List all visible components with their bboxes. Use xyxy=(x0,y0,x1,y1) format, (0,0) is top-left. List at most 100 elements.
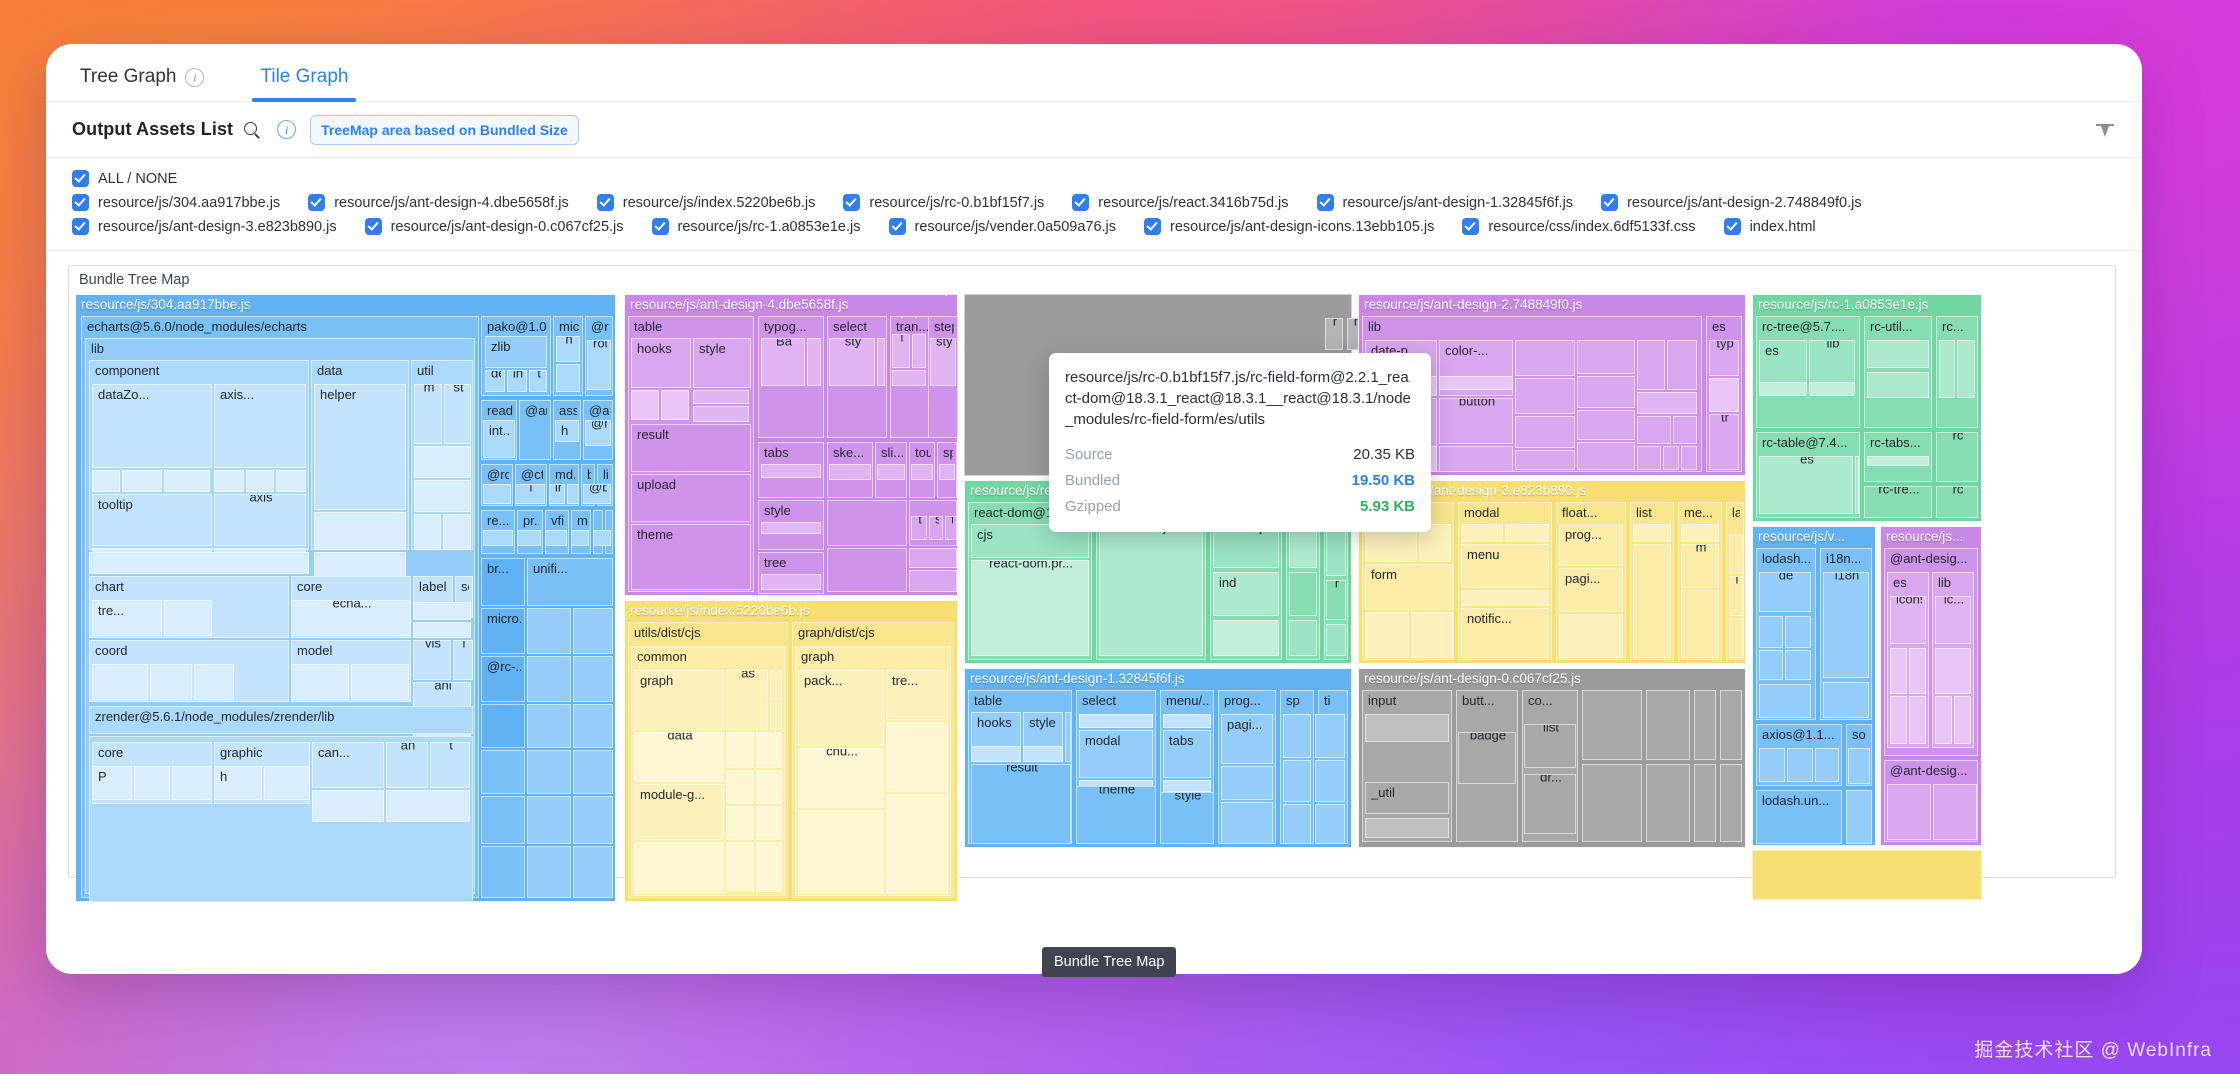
treemap-node[interactable] xyxy=(756,806,782,840)
treemap-node[interactable]: sty xyxy=(930,338,956,386)
treemap-node[interactable]: lodash.un... xyxy=(1756,790,1842,844)
treemap-basis-badge[interactable]: TreeMap area based on Bundled Size xyxy=(310,114,579,145)
checkbox-all-none[interactable]: ALL / NONE xyxy=(72,170,177,187)
treemap-node[interactable] xyxy=(1315,804,1345,844)
treemap-node[interactable] xyxy=(1935,648,1971,694)
treemap-node[interactable] xyxy=(726,770,754,804)
treemap-node[interactable] xyxy=(1681,590,1719,658)
treemap-node[interactable] xyxy=(1809,382,1855,396)
treemap-node[interactable] xyxy=(756,770,782,804)
treemap-node[interactable] xyxy=(1582,690,1642,760)
treemap-node[interactable] xyxy=(1079,714,1153,728)
treemap-node[interactable] xyxy=(1637,446,1661,470)
checkbox-asset[interactable]: resource/js/vender.0a509a76.js xyxy=(888,218,1116,235)
treemap-node[interactable] xyxy=(1720,764,1742,842)
treemap-node[interactable] xyxy=(1752,850,1982,900)
treemap-node[interactable] xyxy=(164,600,212,636)
treemap-node[interactable]: theme xyxy=(1076,786,1156,844)
treemap-node[interactable] xyxy=(481,796,525,844)
treemap-node[interactable] xyxy=(1867,340,1929,368)
treemap-node[interactable] xyxy=(631,390,659,420)
treemap-node[interactable] xyxy=(770,702,782,730)
treemap-node[interactable]: tooltip xyxy=(92,494,212,546)
treemap-node[interactable]: prog... xyxy=(1559,524,1623,566)
treemap-node[interactable] xyxy=(756,842,782,892)
treemap-node[interactable] xyxy=(527,750,571,794)
treemap-node[interactable]: de xyxy=(1759,572,1811,612)
treemap-node[interactable]: chu... xyxy=(798,748,884,808)
treemap-node[interactable] xyxy=(593,530,611,546)
treemap-node[interactable]: def xyxy=(485,370,505,392)
treemap-node[interactable] xyxy=(1221,766,1273,800)
treemap-node[interactable]: graph xyxy=(634,670,724,730)
treemap-node[interactable] xyxy=(634,842,724,894)
treemap-node[interactable]: ind xyxy=(1213,572,1279,616)
treemap-node[interactable] xyxy=(1637,340,1665,390)
treemap-node[interactable]: helper xyxy=(314,384,406,510)
treemap-node[interactable]: echa... xyxy=(291,600,411,636)
treemap-node[interactable] xyxy=(481,750,525,794)
treemap-node[interactable] xyxy=(1759,684,1811,718)
treemap-node[interactable] xyxy=(1909,696,1926,744)
treemap-node[interactable] xyxy=(89,552,309,574)
checkbox-asset[interactable]: resource/js/rc-0.b1bf15f7.js xyxy=(843,194,1044,211)
treemap-node[interactable] xyxy=(351,664,409,700)
treemap-node[interactable]: dr... xyxy=(1524,774,1576,834)
treemap-node[interactable] xyxy=(1867,456,1929,466)
treemap-node[interactable] xyxy=(291,664,349,700)
treemap-node[interactable] xyxy=(915,316,917,318)
treemap-node[interactable] xyxy=(1815,748,1839,782)
treemap-node[interactable] xyxy=(1461,524,1503,542)
treemap-node[interactable] xyxy=(1439,376,1513,390)
treemap-node[interactable] xyxy=(770,670,782,700)
treemap-node[interactable]: result xyxy=(631,424,751,472)
tab-tile-graph[interactable]: Tile Graph xyxy=(252,66,357,102)
treemap-node[interactable] xyxy=(556,364,580,392)
treemap-node[interactable]: menu xyxy=(1461,544,1549,588)
treemap-node[interactable] xyxy=(892,370,926,386)
treemap-node[interactable] xyxy=(571,530,589,546)
treemap-node[interactable] xyxy=(1289,572,1317,616)
treemap-node[interactable] xyxy=(726,732,754,768)
treemap-node[interactable] xyxy=(264,766,310,800)
treemap-node[interactable] xyxy=(414,446,471,478)
treemap-node[interactable]: style xyxy=(1160,792,1214,844)
treemap-node[interactable]: rout... xyxy=(587,340,611,390)
checkbox-box[interactable] xyxy=(1144,218,1162,235)
treemap-node[interactable]: rc-tre... xyxy=(1864,486,1932,518)
treemap-node[interactable]: int... xyxy=(483,420,515,458)
treemap-node[interactable] xyxy=(483,484,511,504)
treemap-node[interactable]: notific... xyxy=(1461,608,1549,658)
treemap-node[interactable]: vis xyxy=(413,640,451,680)
treemap-node[interactable] xyxy=(1365,818,1449,838)
treemap-node[interactable] xyxy=(1846,790,1872,844)
checkbox-box[interactable] xyxy=(308,194,326,211)
treemap-node[interactable]: icons xyxy=(1890,596,1926,644)
treemap-node[interactable] xyxy=(567,484,579,504)
treemap-node[interactable] xyxy=(172,766,212,800)
treemap-node[interactable]: @rc-... xyxy=(585,420,611,446)
treemap-node[interactable]: i18n xyxy=(1823,572,1869,678)
treemap-node[interactable] xyxy=(911,464,933,480)
checkbox-asset[interactable]: resource/js/ant-design-0.c067cf25.js xyxy=(364,218,624,235)
treemap-node[interactable] xyxy=(909,570,957,592)
treemap-node[interactable] xyxy=(92,470,120,492)
treemap-node[interactable]: axis... xyxy=(214,384,306,468)
treemap-node[interactable] xyxy=(1681,524,1719,542)
treemap-node[interactable] xyxy=(246,470,274,492)
treemap-node[interactable] xyxy=(1633,544,1671,658)
treemap-node[interactable] xyxy=(1315,714,1345,758)
treemap-node[interactable] xyxy=(214,470,244,492)
checkbox-asset[interactable]: resource/js/304.aa917bbe.js xyxy=(72,194,280,211)
treemap-node[interactable]: ic... xyxy=(1935,596,1971,644)
treemap-node[interactable] xyxy=(1759,650,1783,680)
treemap-node[interactable]: tabs xyxy=(1163,730,1211,778)
treemap-node[interactable] xyxy=(573,656,613,702)
checkbox-asset[interactable]: resource/css/index.6df5133f.css xyxy=(1462,218,1696,235)
treemap-node[interactable] xyxy=(1694,764,1716,842)
treemap-node[interactable] xyxy=(829,464,871,480)
treemap-node[interactable] xyxy=(1694,690,1716,760)
treemap-node[interactable] xyxy=(726,842,754,892)
treemap-node[interactable] xyxy=(527,656,571,702)
treemap-node[interactable]: t xyxy=(911,516,927,540)
